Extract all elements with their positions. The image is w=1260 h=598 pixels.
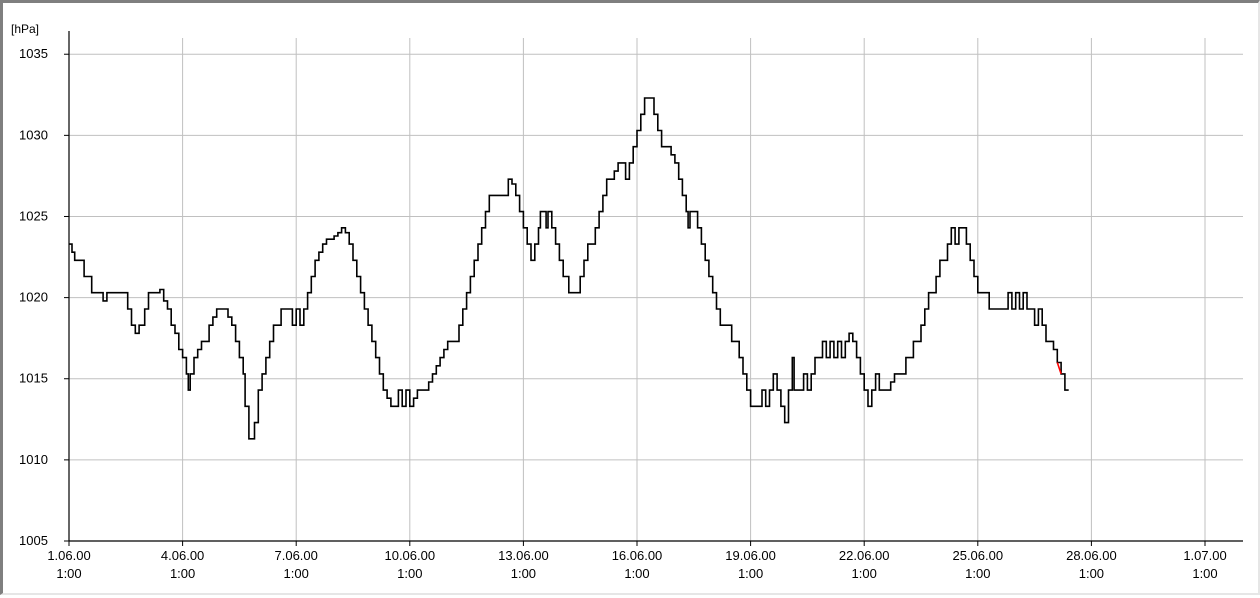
- series-line-0: [69, 97, 1069, 440]
- axes: [64, 31, 1243, 546]
- x-tick-label-date: 13.06.00: [498, 548, 549, 563]
- x-tick-label-date: 16.06.00: [612, 548, 663, 563]
- grid: [69, 38, 1243, 541]
- x-tick-labels: 1.06.00 1:00 4.06.00 1:00 7.06.00 1:00 10.06.0…: [47, 548, 1226, 581]
- y-axis-unit-label: [hPa]: [11, 22, 39, 36]
- x-tick-label-time: 1:00: [170, 566, 195, 581]
- y-tick-label-1010: 1010: [19, 452, 48, 467]
- x-tick-label-date: 19.06.00: [725, 548, 776, 563]
- y-tick-label-1030: 1030: [19, 127, 48, 142]
- y-tick-label-1015: 1015: [19, 371, 48, 386]
- x-tick-label-date: 25.06.00: [952, 548, 1003, 563]
- x-tick-label-time: 1:00: [852, 566, 877, 581]
- y-tick-label-1020: 1020: [19, 290, 48, 305]
- x-tick-label-time: 1:00: [284, 566, 309, 581]
- x-tick-label-time: 1:00: [511, 566, 536, 581]
- x-tick-label-date: 4.06.00: [161, 548, 204, 563]
- pressure-chart: 1005 1010 1015 1020 1025 1030 1035 1.06.00 1:00…: [11, 22, 1243, 581]
- x-tick-label-date: 1.06.00: [47, 548, 90, 563]
- series-highlight-segment: [1056, 362, 1062, 375]
- data-series: [69, 97, 1069, 440]
- x-tick-label-time: 1:00: [738, 566, 763, 581]
- x-tick-label-date: 22.06.00: [839, 548, 890, 563]
- x-tick-label-date: 1.07.00: [1183, 548, 1226, 563]
- x-tick-label-date: 7.06.00: [275, 548, 318, 563]
- x-tick-label-time: 1:00: [1192, 566, 1217, 581]
- x-tick-label-time: 1:00: [965, 566, 990, 581]
- y-tick-label-1005: 1005: [19, 533, 48, 548]
- x-tick-label-time: 1:00: [56, 566, 81, 581]
- x-tick-label-date: 10.06.00: [384, 548, 435, 563]
- x-tick-label-time: 1:00: [397, 566, 422, 581]
- y-tick-label-1025: 1025: [19, 208, 48, 223]
- x-tick-label-time: 1:00: [1079, 566, 1104, 581]
- x-tick-label-time: 1:00: [624, 566, 649, 581]
- x-tick-label-date: 28.06.00: [1066, 548, 1117, 563]
- y-tick-labels: 1005 1010 1015 1020 1025 1030 1035: [19, 46, 48, 548]
- y-tick-label-1035: 1035: [19, 46, 48, 61]
